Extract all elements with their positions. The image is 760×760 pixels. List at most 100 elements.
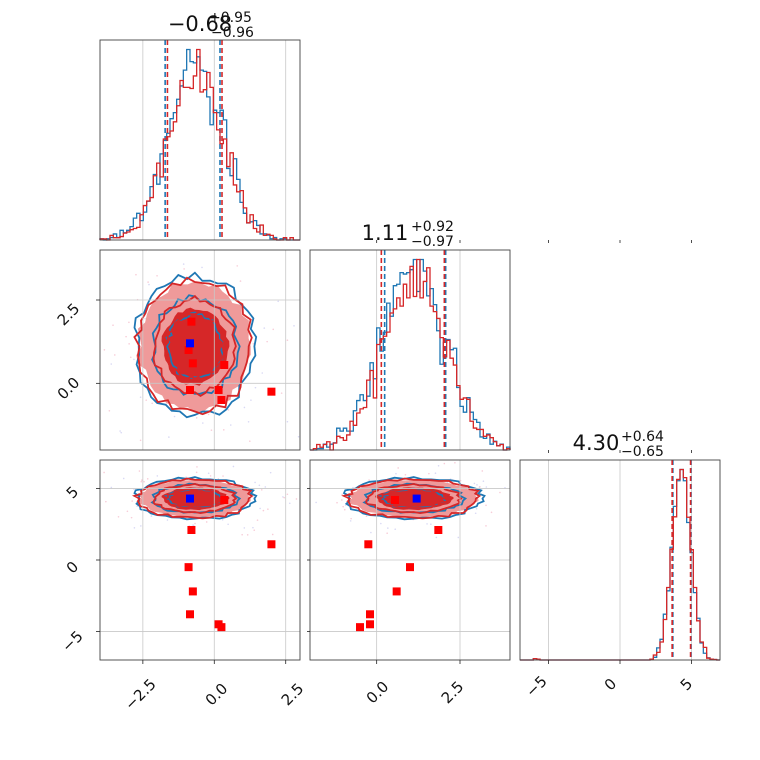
sample-dot bbox=[120, 431, 123, 434]
sample-dot bbox=[295, 498, 298, 500]
sample-dot bbox=[232, 465, 235, 468]
sample-dot bbox=[126, 510, 129, 513]
contour-red-outer bbox=[131, 477, 254, 520]
sample-dot bbox=[252, 496, 254, 498]
sample-dot bbox=[227, 523, 229, 526]
sample-dot bbox=[370, 531, 372, 534]
sample-dot bbox=[182, 263, 185, 265]
title-param-0-minus: −0.96 bbox=[211, 25, 254, 41]
tick-label: 0 bbox=[601, 675, 620, 694]
sample-dot bbox=[454, 461, 456, 464]
sample-dot bbox=[394, 528, 397, 531]
tick-label: 2.5 bbox=[438, 678, 468, 708]
sample-dot bbox=[475, 507, 478, 510]
sample-dot bbox=[207, 472, 210, 475]
sample-dot bbox=[195, 471, 198, 474]
sample-dot bbox=[139, 396, 142, 399]
sample-marker bbox=[188, 359, 197, 368]
sample-dot bbox=[435, 536, 438, 539]
sample-dot bbox=[135, 273, 137, 276]
sample-dot bbox=[173, 415, 176, 418]
sample-dot bbox=[426, 523, 428, 525]
sample-dot bbox=[239, 280, 242, 282]
sample-dot bbox=[128, 343, 130, 345]
contour-red-outer bbox=[133, 276, 253, 416]
contour-red-mid bbox=[364, 482, 463, 515]
hist-red-p1 bbox=[310, 258, 511, 451]
sample-dot bbox=[133, 358, 135, 361]
sample-marker bbox=[356, 623, 364, 632]
sample-dot bbox=[105, 500, 107, 503]
contour-blue-inner bbox=[165, 311, 226, 380]
sample-dot bbox=[148, 283, 150, 286]
sample-dot bbox=[301, 489, 303, 491]
tick-label: 2.5 bbox=[54, 300, 84, 330]
title-param-0-plus: +0.95 bbox=[209, 10, 252, 26]
sample-dot bbox=[341, 499, 343, 501]
sample-dot bbox=[222, 429, 225, 431]
tick-label: 5 bbox=[677, 675, 696, 694]
panel-content bbox=[100, 460, 300, 660]
tick-labels-x-p1: 0.0 2.5 bbox=[363, 678, 468, 708]
sample-dot bbox=[193, 233, 195, 235]
tick-label: 0.0 bbox=[54, 374, 84, 404]
sample-dot bbox=[286, 339, 289, 341]
sample-dot bbox=[280, 392, 283, 394]
sample-dot bbox=[146, 478, 149, 480]
sample-dot bbox=[201, 266, 203, 269]
sample-dot bbox=[443, 462, 446, 465]
sample-dot bbox=[130, 516, 133, 519]
sample-dot bbox=[349, 520, 352, 522]
sample-dot bbox=[482, 480, 485, 483]
sample-dot bbox=[288, 502, 291, 505]
hist-panel-p1 bbox=[309, 249, 511, 451]
sample-dot bbox=[221, 518, 224, 521]
sample-dot bbox=[550, 476, 552, 478]
sample-dot bbox=[227, 409, 230, 411]
title-param-1: 1.11 bbox=[362, 221, 409, 245]
sample-dot bbox=[113, 354, 116, 356]
title-param-2: 4.30 bbox=[573, 431, 620, 455]
sample-marker bbox=[217, 623, 226, 632]
sample-dot bbox=[243, 406, 246, 409]
sample-dot bbox=[479, 485, 481, 488]
sample-dot bbox=[267, 508, 269, 510]
sample-dot bbox=[140, 480, 143, 483]
sample-marker bbox=[434, 526, 443, 534]
sample-dot bbox=[183, 268, 185, 270]
sample-marker bbox=[220, 496, 229, 504]
sample-dot bbox=[397, 467, 399, 469]
sample-dot bbox=[342, 505, 344, 508]
sample-dot bbox=[264, 486, 267, 488]
sample-dot bbox=[156, 274, 158, 277]
sample-dot bbox=[282, 496, 284, 498]
contour-red-outer bbox=[341, 477, 482, 520]
sample-dot bbox=[316, 267, 318, 269]
sample-dot bbox=[103, 471, 105, 474]
truth-marker bbox=[412, 494, 421, 503]
sample-dot bbox=[218, 242, 220, 244]
sample-dot bbox=[473, 482, 476, 485]
sample-dot bbox=[387, 527, 389, 529]
sample-dot bbox=[247, 420, 250, 423]
sample-dot bbox=[252, 526, 254, 529]
sample-dot bbox=[365, 515, 368, 518]
tick-label: 0.0 bbox=[202, 680, 232, 710]
sample-dot bbox=[269, 471, 272, 474]
sample-marker bbox=[214, 386, 223, 394]
sample-dot bbox=[254, 386, 257, 389]
sample-dot bbox=[286, 420, 289, 423]
sample-dot bbox=[185, 476, 187, 479]
panels bbox=[96, 39, 721, 664]
sample-marker bbox=[217, 396, 226, 404]
sample-dot bbox=[315, 501, 317, 504]
sample-dot bbox=[127, 246, 129, 248]
tick-label: 5 bbox=[63, 483, 82, 502]
sample-dot bbox=[286, 493, 289, 496]
sample-marker bbox=[267, 540, 276, 549]
sample-dot bbox=[236, 265, 239, 267]
sample-dot bbox=[145, 399, 148, 401]
sample-dot bbox=[528, 485, 530, 487]
sample-dot bbox=[210, 429, 213, 431]
contour-red-inner bbox=[377, 487, 451, 510]
